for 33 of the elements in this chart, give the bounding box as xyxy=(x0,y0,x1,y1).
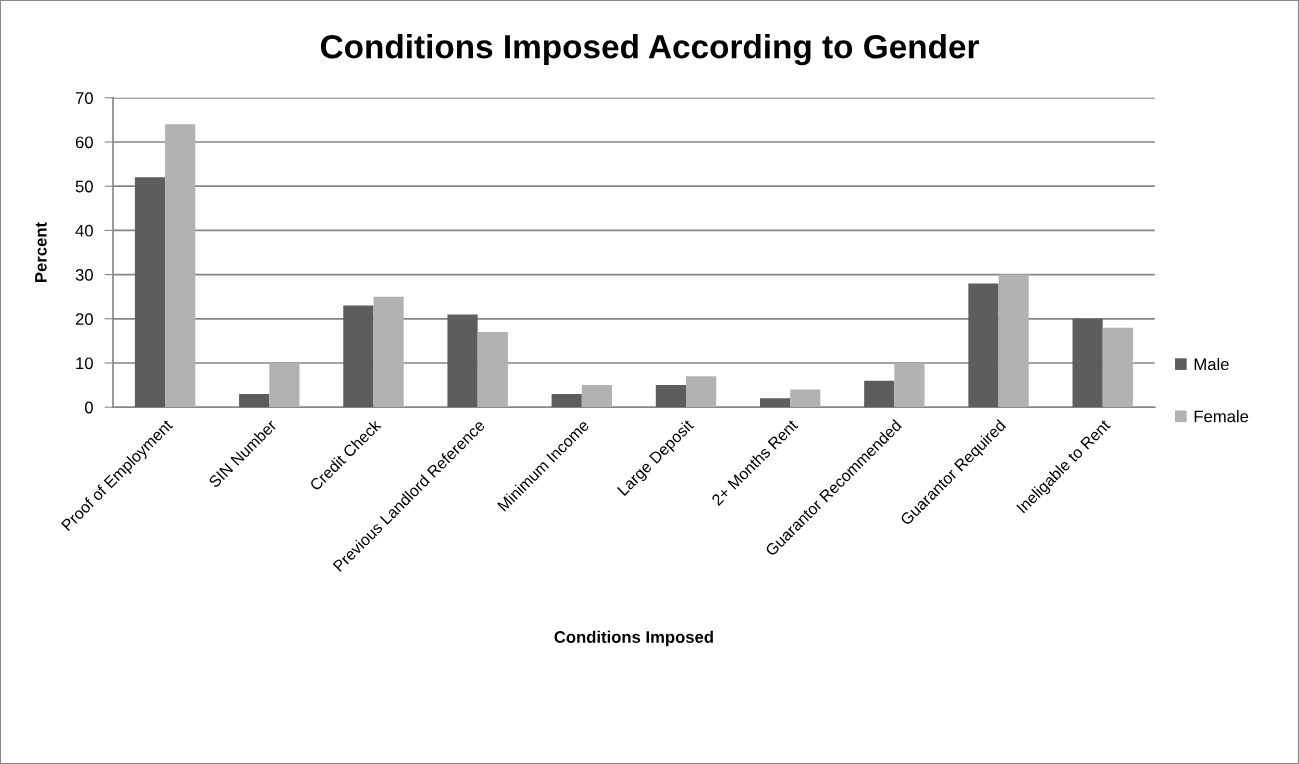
bar xyxy=(239,393,270,408)
bar xyxy=(759,398,791,408)
bar xyxy=(343,305,374,408)
bar xyxy=(1072,318,1103,408)
y-axis-title: Percent xyxy=(35,222,47,282)
bar xyxy=(269,363,300,408)
x-axis-title: Conditions Imposed xyxy=(554,630,713,647)
legend-label: Female xyxy=(1194,410,1249,423)
bar xyxy=(655,385,686,408)
chart-title: Conditions Imposed According to Gender xyxy=(320,34,979,66)
y-tick-label: 50 xyxy=(75,180,93,193)
bar xyxy=(968,283,999,408)
y-tick-label: 0 xyxy=(84,401,93,414)
bar xyxy=(373,296,404,408)
y-tick-label: 30 xyxy=(75,269,93,281)
bar xyxy=(1102,327,1133,408)
y-tick-label: 70 xyxy=(75,92,93,104)
bar xyxy=(477,332,508,408)
y-tick-label: 60 xyxy=(75,136,93,149)
y-tick-label: 40 xyxy=(75,224,93,237)
y-tick-label: 20 xyxy=(75,313,93,326)
bar xyxy=(790,389,821,408)
bar xyxy=(864,380,895,408)
y-tick-label: 10 xyxy=(76,357,93,370)
bar xyxy=(134,177,166,408)
bar xyxy=(447,314,478,408)
bar xyxy=(998,274,1029,408)
bar xyxy=(686,376,717,408)
bar xyxy=(551,393,582,408)
bar xyxy=(165,124,196,408)
legend-label: Male xyxy=(1194,357,1229,371)
bar xyxy=(894,363,925,408)
bar xyxy=(581,385,613,408)
